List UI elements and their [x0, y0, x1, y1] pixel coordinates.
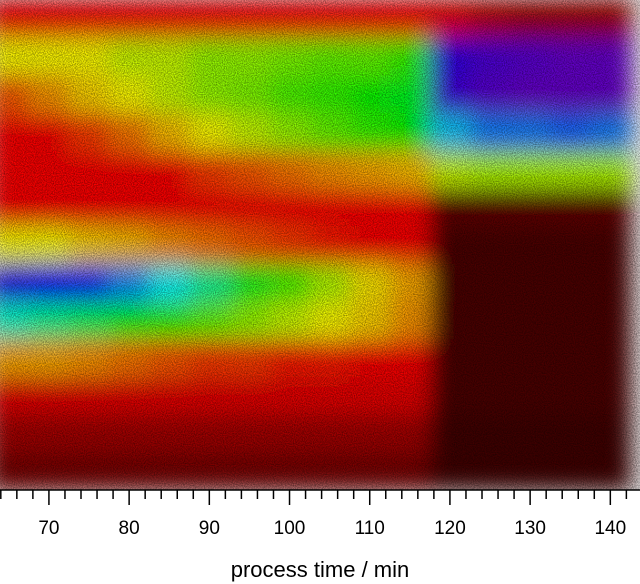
- noise-overlay: [0, 0, 640, 490]
- plot-area: [0, 0, 640, 490]
- x-axis-title: process time / min: [231, 557, 410, 582]
- x-tick-label: 70: [38, 518, 59, 539]
- x-tick-label: 80: [119, 518, 140, 539]
- x-tick-label: 100: [274, 518, 306, 539]
- x-tick-label: 110: [355, 518, 385, 539]
- x-tick-label: 90: [199, 518, 220, 539]
- x-tick-label: 130: [514, 518, 546, 539]
- x-tick-label: 120: [434, 518, 466, 539]
- x-axis: 70 80 90 100 110 120 130 140: [0, 489, 640, 539]
- x-tick-label: 140: [594, 518, 626, 539]
